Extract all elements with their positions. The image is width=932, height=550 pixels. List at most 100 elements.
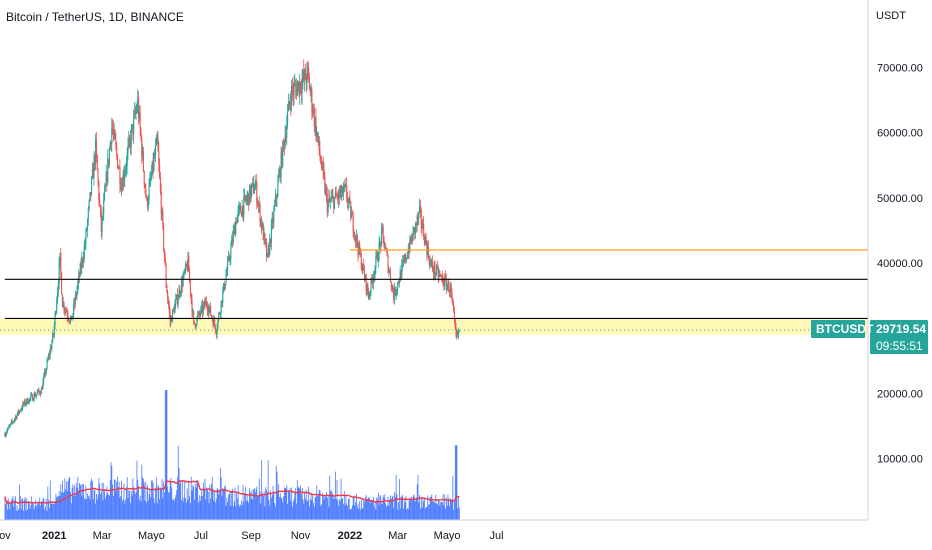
volume-bar <box>301 488 303 520</box>
candle-body <box>133 111 136 117</box>
candle-body <box>50 348 52 350</box>
volume-bar <box>131 495 133 520</box>
volume-bar <box>121 480 122 520</box>
volume-bar <box>181 481 183 520</box>
x-tick-label: Mayo <box>434 530 461 542</box>
candle <box>306 62 308 91</box>
candle <box>242 205 244 221</box>
volume-bar <box>418 502 420 520</box>
volume-bar <box>271 495 273 520</box>
volume-bar <box>36 506 37 520</box>
candle-body <box>242 206 244 215</box>
candle <box>449 288 451 297</box>
candle <box>21 405 23 411</box>
volume-bar <box>437 504 438 520</box>
volume-bar <box>104 490 105 520</box>
candle-body <box>189 280 191 294</box>
volume-bar <box>433 501 434 520</box>
candle <box>47 356 49 363</box>
candle <box>323 161 325 181</box>
volume-bar <box>221 495 223 520</box>
x-tick-label: Sep <box>241 530 261 542</box>
volume-bar <box>18 508 20 520</box>
candle-body <box>244 195 247 200</box>
volume-bar <box>331 492 333 520</box>
volume-bar <box>311 500 313 520</box>
candle-body <box>243 196 245 215</box>
volume-bar <box>130 503 131 520</box>
candle-body <box>369 292 371 294</box>
candle-body <box>308 76 311 90</box>
volume-bar <box>330 490 331 520</box>
candle <box>168 300 170 318</box>
volume-bar <box>282 502 284 520</box>
candle-body <box>420 209 422 225</box>
candle <box>182 272 184 288</box>
volume-bar <box>16 504 18 520</box>
volume-bar <box>199 501 201 520</box>
candle <box>153 151 155 173</box>
candle-body <box>277 181 279 197</box>
candle-body <box>312 110 314 113</box>
volume-bar <box>279 496 280 520</box>
volume-bar <box>105 495 107 520</box>
volume-bar <box>262 495 264 520</box>
chart-symbol-title[interactable]: Bitcoin / TetherUS, 1D, BINANCE <box>6 10 184 24</box>
candle-body <box>278 169 281 177</box>
candle <box>120 177 122 192</box>
candle-body <box>431 262 433 265</box>
volume-bar <box>309 499 311 520</box>
volume-bar <box>78 490 80 520</box>
candle-body <box>126 152 128 166</box>
candle <box>363 258 365 271</box>
candle-body <box>146 196 148 199</box>
volume-bar <box>401 496 403 520</box>
candle-body <box>17 410 19 415</box>
candle <box>165 261 167 289</box>
candle <box>270 218 272 251</box>
candle <box>332 188 334 203</box>
candle <box>246 191 248 206</box>
candle <box>330 190 332 203</box>
candle <box>291 77 294 101</box>
candle <box>302 69 304 90</box>
volume-bar <box>300 494 302 520</box>
candle-body <box>204 301 206 306</box>
candle <box>96 153 98 171</box>
candle-body <box>456 331 458 337</box>
price-axis-currency[interactable]: USDT <box>876 10 906 22</box>
candle-body <box>181 280 183 287</box>
volume-bar <box>79 485 81 520</box>
candle <box>129 134 131 149</box>
candle-body <box>210 306 212 316</box>
volume-bar <box>100 494 101 520</box>
candle-body <box>297 81 299 86</box>
candle-body <box>457 331 459 334</box>
candle <box>34 390 36 398</box>
volume-bar <box>185 498 186 520</box>
candle <box>72 312 74 321</box>
volume-bar <box>278 484 280 520</box>
candle-body <box>303 71 305 80</box>
candle-body <box>406 257 409 258</box>
candle <box>155 134 157 146</box>
volume-bar <box>336 480 338 520</box>
candle <box>444 273 446 291</box>
candle-body <box>422 223 424 229</box>
volume-bar <box>28 501 30 520</box>
horizontal-levels[interactable] <box>4 249 868 320</box>
candle <box>111 117 113 153</box>
volume-bar <box>408 500 410 520</box>
volume-bar <box>449 505 450 520</box>
candle-body <box>209 306 211 309</box>
candle <box>440 273 442 278</box>
volume-bar <box>391 496 393 520</box>
candle-body <box>185 264 187 267</box>
volume-bar <box>350 508 352 520</box>
volume-bar <box>60 484 62 520</box>
volume-bar <box>419 494 421 520</box>
x-tick-label: Mayo <box>138 530 165 542</box>
candle-body <box>252 182 254 184</box>
candle-body <box>413 227 415 230</box>
